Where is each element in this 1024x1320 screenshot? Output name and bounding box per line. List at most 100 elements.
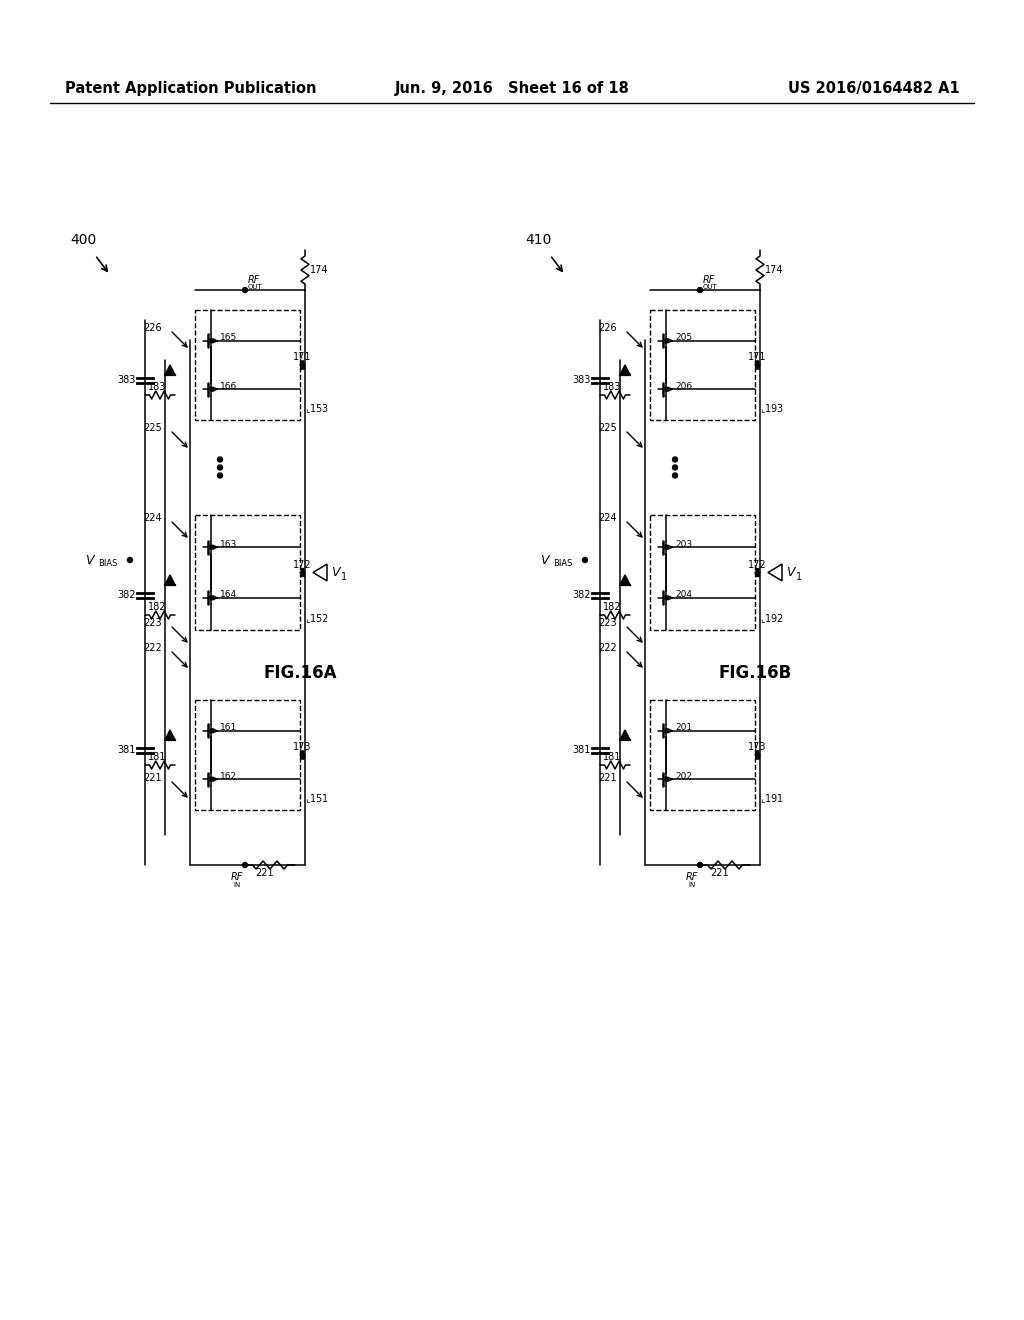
Text: RF: RF <box>230 873 243 882</box>
Text: 172: 172 <box>293 560 312 569</box>
Text: 222: 222 <box>598 643 617 653</box>
Text: RF: RF <box>248 275 260 285</box>
Text: 221: 221 <box>255 869 273 878</box>
Bar <box>195 700 300 810</box>
Text: 173: 173 <box>293 742 311 752</box>
Text: 174: 174 <box>765 265 783 275</box>
Text: 201: 201 <box>675 723 692 733</box>
Circle shape <box>128 557 132 562</box>
Text: 383: 383 <box>572 375 591 385</box>
Circle shape <box>243 862 248 867</box>
Circle shape <box>665 595 669 599</box>
Text: OUT: OUT <box>703 284 718 290</box>
Text: 221: 221 <box>143 774 162 783</box>
Circle shape <box>243 288 248 293</box>
Text: 223: 223 <box>143 618 162 628</box>
Text: 1: 1 <box>796 572 802 582</box>
Text: FIG.16B: FIG.16B <box>719 664 792 681</box>
Text: 382: 382 <box>572 590 591 601</box>
Text: US 2016/0164482 A1: US 2016/0164482 A1 <box>788 81 961 95</box>
Text: V: V <box>85 553 93 566</box>
Polygon shape <box>620 366 630 375</box>
Text: 203: 203 <box>675 540 692 549</box>
Text: V: V <box>331 566 340 579</box>
Text: IN: IN <box>688 882 695 888</box>
Circle shape <box>665 387 669 391</box>
Text: $\llcorner$192: $\llcorner$192 <box>760 612 784 624</box>
Text: $\llcorner$193: $\llcorner$193 <box>760 403 784 414</box>
Text: 204: 204 <box>675 590 692 599</box>
Text: 400: 400 <box>70 234 96 247</box>
Circle shape <box>210 545 213 549</box>
Text: 1: 1 <box>341 572 347 582</box>
Circle shape <box>583 557 588 562</box>
Text: $\llcorner$152: $\llcorner$152 <box>305 612 329 624</box>
Text: 381: 381 <box>117 744 135 755</box>
Text: 172: 172 <box>749 560 767 569</box>
Text: 225: 225 <box>598 422 617 433</box>
Text: 222: 222 <box>143 643 162 653</box>
Polygon shape <box>165 366 175 375</box>
Circle shape <box>210 777 213 781</box>
Circle shape <box>210 729 213 733</box>
Bar <box>195 515 300 630</box>
Text: 202: 202 <box>675 772 692 780</box>
Text: 173: 173 <box>749 742 767 752</box>
Circle shape <box>665 545 669 549</box>
Polygon shape <box>165 576 175 585</box>
Circle shape <box>217 457 222 462</box>
Polygon shape <box>620 576 630 585</box>
Text: 166: 166 <box>220 381 238 391</box>
Text: 225: 225 <box>143 422 162 433</box>
Circle shape <box>673 473 678 478</box>
Text: 383: 383 <box>117 375 135 385</box>
Text: 182: 182 <box>148 602 167 612</box>
Text: FIG.16A: FIG.16A <box>263 664 337 681</box>
Text: 226: 226 <box>598 323 617 333</box>
Bar <box>195 310 300 420</box>
Text: 224: 224 <box>143 513 162 523</box>
Text: V: V <box>540 553 549 566</box>
Circle shape <box>665 339 669 343</box>
Text: 410: 410 <box>525 234 551 247</box>
Text: 182: 182 <box>603 602 622 612</box>
Text: $\llcorner$153: $\llcorner$153 <box>305 403 330 414</box>
Text: IN: IN <box>233 882 241 888</box>
Bar <box>650 700 755 810</box>
Text: RF: RF <box>703 275 716 285</box>
Text: Jun. 9, 2016   Sheet 16 of 18: Jun. 9, 2016 Sheet 16 of 18 <box>394 81 630 95</box>
Text: 205: 205 <box>675 333 692 342</box>
Text: 221: 221 <box>710 869 729 878</box>
Text: 183: 183 <box>148 381 166 392</box>
Text: 226: 226 <box>143 323 162 333</box>
Text: $\llcorner$151: $\llcorner$151 <box>305 792 330 805</box>
Text: 183: 183 <box>603 381 622 392</box>
Text: 223: 223 <box>598 618 617 628</box>
Text: 174: 174 <box>310 265 329 275</box>
Circle shape <box>217 465 222 470</box>
Text: 165: 165 <box>220 333 238 342</box>
Text: OUT: OUT <box>248 284 263 290</box>
Circle shape <box>217 473 222 478</box>
Bar <box>650 515 755 630</box>
Text: $\llcorner$191: $\llcorner$191 <box>760 792 784 805</box>
Text: 171: 171 <box>293 352 311 362</box>
Polygon shape <box>620 730 630 741</box>
Text: RF: RF <box>686 873 698 882</box>
Text: 206: 206 <box>675 381 692 391</box>
Polygon shape <box>165 730 175 741</box>
Circle shape <box>673 465 678 470</box>
Circle shape <box>665 729 669 733</box>
Text: 171: 171 <box>749 352 767 362</box>
Circle shape <box>697 862 702 867</box>
Circle shape <box>210 387 213 391</box>
Text: 164: 164 <box>220 590 237 599</box>
Circle shape <box>697 288 702 293</box>
Circle shape <box>673 457 678 462</box>
Circle shape <box>210 595 213 599</box>
Text: 181: 181 <box>148 752 166 762</box>
Circle shape <box>665 777 669 781</box>
Text: 161: 161 <box>220 723 238 733</box>
Text: V: V <box>786 566 795 579</box>
Text: Patent Application Publication: Patent Application Publication <box>65 81 316 95</box>
